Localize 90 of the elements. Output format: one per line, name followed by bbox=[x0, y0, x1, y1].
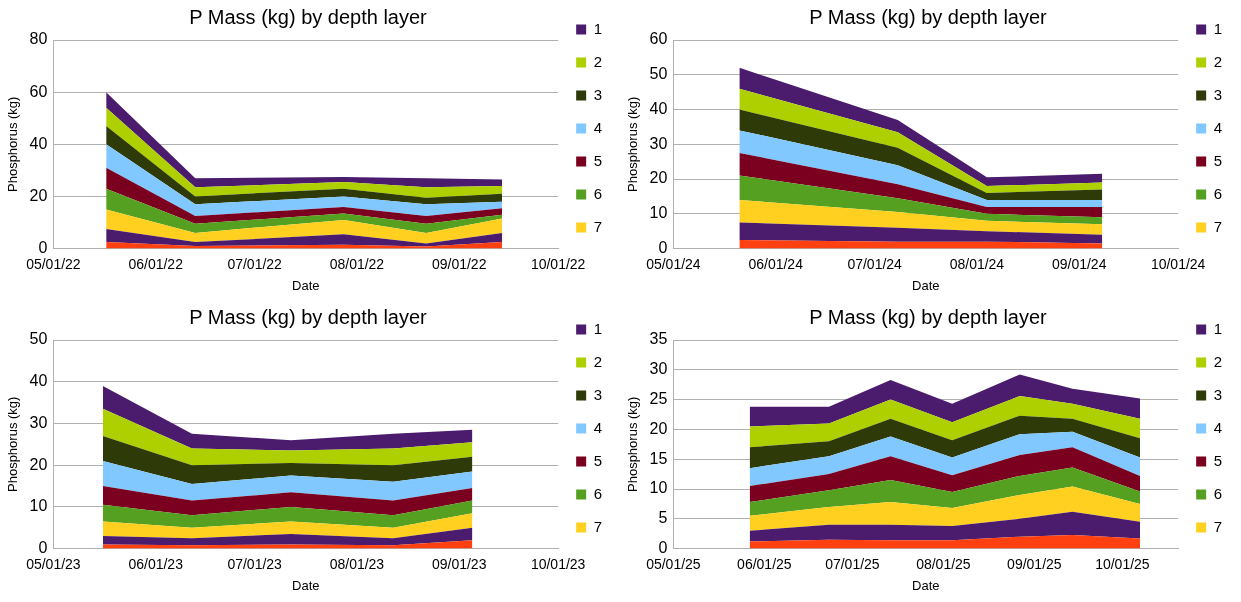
y-tick-label: 60 bbox=[649, 30, 668, 48]
x-tick-label: 09/01/24 bbox=[1051, 255, 1107, 272]
legend-label: 1 bbox=[593, 19, 602, 37]
legend-label: 5 bbox=[593, 451, 602, 469]
x-tick-label: 09/01/22 bbox=[431, 255, 487, 272]
x-tick-label: 05/01/24 bbox=[646, 255, 701, 272]
y-tick-label: 50 bbox=[649, 65, 668, 83]
legend-label: 7 bbox=[593, 517, 602, 535]
legend-label: 2 bbox=[593, 52, 602, 70]
y-tick-label: 5 bbox=[658, 509, 668, 527]
legend-label: 7 bbox=[1213, 517, 1222, 535]
x-tick-label: 07/01/23 bbox=[227, 555, 283, 572]
x-axis-title: Date bbox=[292, 277, 320, 293]
x-tick-label: 10/01/24 bbox=[1150, 255, 1206, 272]
legend-label: 2 bbox=[1213, 352, 1222, 370]
y-tick-label: 80 bbox=[29, 30, 48, 48]
legend-label: 5 bbox=[1213, 451, 1222, 469]
legend-label: 3 bbox=[593, 85, 602, 103]
y-tick-label: 60 bbox=[29, 82, 48, 100]
x-tick-label: 07/01/25 bbox=[825, 555, 880, 572]
y-tick-label: 0 bbox=[38, 239, 48, 257]
legend-label: 4 bbox=[593, 418, 602, 436]
x-axis-title: Date bbox=[912, 577, 940, 593]
y-tick-label: 35 bbox=[649, 330, 668, 348]
x-tick-label: 06/01/22 bbox=[128, 255, 184, 272]
y-tick-label: 15 bbox=[649, 449, 668, 467]
x-tick-label: 08/01/23 bbox=[329, 555, 385, 572]
y-tick-label: 25 bbox=[649, 390, 668, 408]
legend-label: 7 bbox=[593, 217, 602, 235]
legend-label: 6 bbox=[1213, 184, 1222, 202]
legend-label: 2 bbox=[593, 352, 602, 370]
x-tick-label: 07/01/24 bbox=[847, 255, 903, 272]
x-tick-label: 07/01/22 bbox=[227, 255, 283, 272]
y-tick-label: 40 bbox=[649, 99, 668, 117]
legend-label: 7 bbox=[1213, 217, 1222, 235]
legend-label: 2 bbox=[1213, 52, 1222, 70]
chart-title: P Mass (kg) by depth layer bbox=[809, 5, 1048, 28]
y-tick-label: 20 bbox=[29, 455, 48, 473]
legend-label: 4 bbox=[593, 118, 602, 136]
y-tick-label: 50 bbox=[29, 330, 48, 348]
x-tick-label: 06/01/24 bbox=[748, 255, 804, 272]
x-tick-label: 08/01/22 bbox=[329, 255, 385, 272]
legend-label: 5 bbox=[593, 151, 602, 169]
y-tick-label: 40 bbox=[29, 372, 48, 390]
x-tick-label: 09/01/23 bbox=[431, 555, 487, 572]
y-axis-title: Phosphorus (kg) bbox=[625, 396, 641, 492]
legend-label: 3 bbox=[1213, 385, 1222, 403]
y-tick-label: 20 bbox=[29, 186, 48, 204]
y-tick-label: 30 bbox=[649, 134, 668, 152]
y-tick-label: 0 bbox=[38, 539, 48, 557]
y-tick-label: 40 bbox=[29, 134, 48, 152]
x-axis-title: Date bbox=[912, 277, 940, 293]
legend-label: 3 bbox=[1213, 85, 1222, 103]
legend-label: 3 bbox=[593, 385, 602, 403]
y-tick-label: 10 bbox=[29, 497, 48, 515]
y-tick-label: 10 bbox=[649, 204, 668, 222]
legend-label: 6 bbox=[593, 184, 602, 202]
y-axis-title: Phosphorus (kg) bbox=[5, 96, 21, 192]
x-tick-label: 06/01/23 bbox=[128, 555, 184, 572]
y-tick-label: 30 bbox=[649, 360, 668, 378]
y-axis-title: Phosphorus (kg) bbox=[625, 96, 641, 192]
x-tick-label: 08/01/24 bbox=[949, 255, 1005, 272]
chart-title: P Mass (kg) by depth layer bbox=[809, 305, 1048, 328]
legend-label: 5 bbox=[1213, 151, 1222, 169]
x-tick-label: 10/01/25 bbox=[1095, 555, 1150, 572]
x-tick-label: 05/01/22 bbox=[26, 255, 81, 272]
legend-label: 4 bbox=[1213, 118, 1222, 136]
legend-label: 1 bbox=[593, 319, 602, 337]
y-tick-label: 20 bbox=[649, 419, 668, 437]
y-tick-label: 10 bbox=[649, 479, 668, 497]
y-tick-label: 0 bbox=[658, 239, 668, 257]
y-axis-title: Phosphorus (kg) bbox=[5, 396, 21, 492]
x-tick-label: 10/01/23 bbox=[530, 555, 586, 572]
legend-label: 1 bbox=[1213, 19, 1222, 37]
x-tick-label: 05/01/25 bbox=[646, 555, 701, 572]
x-tick-label: 10/01/22 bbox=[530, 255, 586, 272]
legend-label: 4 bbox=[1213, 418, 1222, 436]
x-tick-label: 06/01/25 bbox=[737, 555, 792, 572]
chart-title: P Mass (kg) by depth layer bbox=[189, 5, 428, 28]
chart-title: P Mass (kg) by depth layer bbox=[189, 305, 428, 328]
legend-label: 6 bbox=[1213, 484, 1222, 502]
y-tick-label: 0 bbox=[658, 539, 668, 557]
x-tick-label: 09/01/25 bbox=[1007, 555, 1062, 572]
y-tick-label: 30 bbox=[29, 413, 48, 431]
legend-label: 6 bbox=[593, 484, 602, 502]
x-tick-label: 05/01/23 bbox=[26, 555, 81, 572]
legend-label: 1 bbox=[1213, 319, 1222, 337]
x-axis-title: Date bbox=[292, 577, 320, 593]
x-tick-label: 08/01/25 bbox=[916, 555, 971, 572]
y-tick-label: 20 bbox=[649, 169, 668, 187]
